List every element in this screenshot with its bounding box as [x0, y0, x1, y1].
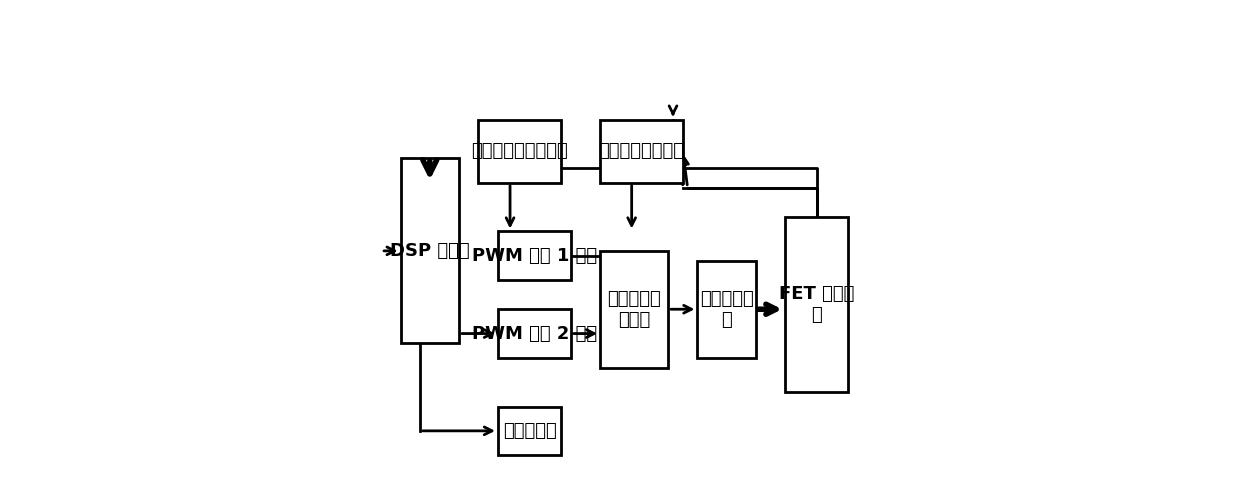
FancyBboxPatch shape: [498, 406, 561, 455]
Text: 放电电流检测反馈: 放电电流检测反馈: [598, 142, 684, 160]
FancyBboxPatch shape: [600, 120, 683, 183]
Text: 液晶显示器: 液晶显示器: [503, 422, 556, 440]
Text: 电磁隔离电
路: 电磁隔离电 路: [700, 290, 753, 329]
Text: DSP 处理器: DSP 处理器: [390, 242, 470, 260]
Text: 设定电流模拟量输出: 设定电流模拟量输出: [471, 142, 569, 160]
FancyBboxPatch shape: [698, 261, 756, 358]
Text: PWM 信号 1 电路: PWM 信号 1 电路: [472, 246, 597, 265]
FancyBboxPatch shape: [784, 217, 849, 392]
FancyBboxPatch shape: [478, 120, 561, 183]
Text: 通断逻辑判
断电路: 通断逻辑判 断电路: [607, 290, 660, 329]
FancyBboxPatch shape: [400, 158, 458, 343]
Text: FET 放电电
路: FET 放电电 路: [779, 285, 854, 324]
FancyBboxPatch shape: [600, 251, 668, 368]
FancyBboxPatch shape: [498, 231, 571, 280]
Text: PWM 信号 2 电路: PWM 信号 2 电路: [472, 325, 597, 342]
FancyBboxPatch shape: [498, 309, 571, 358]
